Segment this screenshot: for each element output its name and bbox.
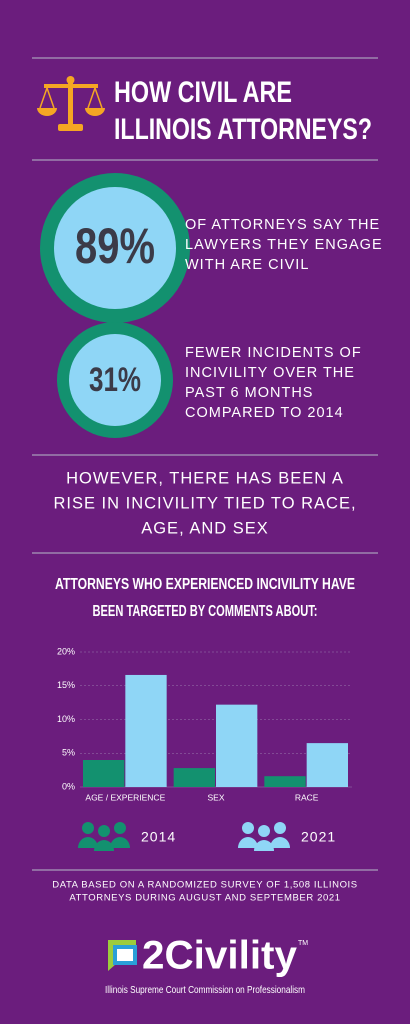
- stat-text: LAWYERS THEY ENGAGE: [185, 237, 383, 253]
- note-line: ATTORNEYS DURING AUGUST AND SEPTEMBER 20…: [69, 893, 340, 904]
- bar: [125, 674, 167, 787]
- stat-figure: 31%: [89, 361, 141, 399]
- y-tick-label: 0%: [62, 781, 75, 791]
- legend-item: 2014: [78, 822, 176, 851]
- title-line: HOW CIVIL ARE: [114, 76, 292, 109]
- bar: [264, 776, 306, 787]
- legend-icon: [270, 837, 290, 848]
- highlight-line: AGE, AND SEX: [141, 519, 269, 537]
- x-tick-label: AGE / EXPERIENCE: [85, 792, 165, 802]
- chart-title: ATTORNEYS WHO EXPERIENCED INCIVILITY HAV…: [55, 576, 355, 593]
- chart: ATTORNEYS WHO EXPERIENCED INCIVILITY HAV…: [55, 576, 355, 851]
- stat-text: PAST 6 MONTHS: [185, 385, 313, 401]
- legend-label: 2014: [141, 829, 176, 845]
- scales-icon: [37, 76, 105, 131]
- legend-icon: [242, 822, 254, 834]
- y-tick-label: 10%: [57, 714, 75, 724]
- note-line: DATA BASED ON A RANDOMIZED SURVEY OF 1,5…: [52, 880, 357, 891]
- legend-label: 2021: [301, 829, 336, 845]
- y-tick-label: 5%: [62, 748, 75, 758]
- stat-text: OF ATTORNEYS SAY THE: [185, 217, 380, 233]
- logo-icon: [108, 940, 137, 971]
- x-tick-label: RACE: [295, 792, 319, 802]
- highlight: HOWEVER, THERE HAS BEEN A RISE IN INCIVIL…: [53, 469, 356, 537]
- stat-texts: OF ATTORNEYS SAY THE LAWYERS THEY ENGAGE W…: [185, 217, 383, 421]
- legend-icon: [98, 825, 110, 837]
- stat-circle: [69, 334, 161, 426]
- legend-icon: [82, 822, 94, 834]
- stat-text: FEWER INCIDENTS OF: [185, 345, 362, 361]
- bar: [216, 704, 258, 787]
- stat-text: COMPARED TO 2014: [185, 405, 344, 421]
- y-tick-label: 15%: [57, 680, 75, 690]
- legend-icon: [254, 840, 274, 851]
- chart-title: BEEN TARGETED BY COMMENTS ABOUT:: [93, 603, 318, 620]
- trademark: TM: [298, 940, 308, 947]
- logo-text: 2Civility: [142, 934, 298, 978]
- legend-icon: [110, 837, 130, 848]
- legend-item: 2021: [238, 822, 336, 851]
- legend-icon: [114, 822, 126, 834]
- y-tick-label: 20%: [57, 646, 75, 656]
- stat-text: WITH ARE CIVIL: [185, 257, 309, 273]
- legend-icon: [238, 837, 258, 848]
- stat-text: INCIVILITY OVER THE: [185, 365, 355, 381]
- organization: Illinois Supreme Court Commission on Pro…: [105, 984, 305, 996]
- highlight-line: RISE IN INCIVILITY TIED TO RACE,: [53, 494, 356, 512]
- legend-icon: [274, 822, 286, 834]
- x-tick-label: SEX: [207, 792, 224, 802]
- title-line: ILLINOIS ATTORNEYS?: [114, 113, 372, 146]
- legend-icon: [94, 840, 114, 851]
- legend-icon: [258, 825, 270, 837]
- legend-icon: [78, 837, 98, 848]
- bar: [173, 768, 215, 787]
- highlight-line: HOWEVER, THERE HAS BEEN A: [66, 469, 344, 487]
- bar: [306, 743, 348, 787]
- stat-figure: 89%: [75, 218, 155, 274]
- stat-circle: [54, 187, 176, 309]
- dividers: [32, 57, 378, 871]
- bar: [83, 760, 125, 787]
